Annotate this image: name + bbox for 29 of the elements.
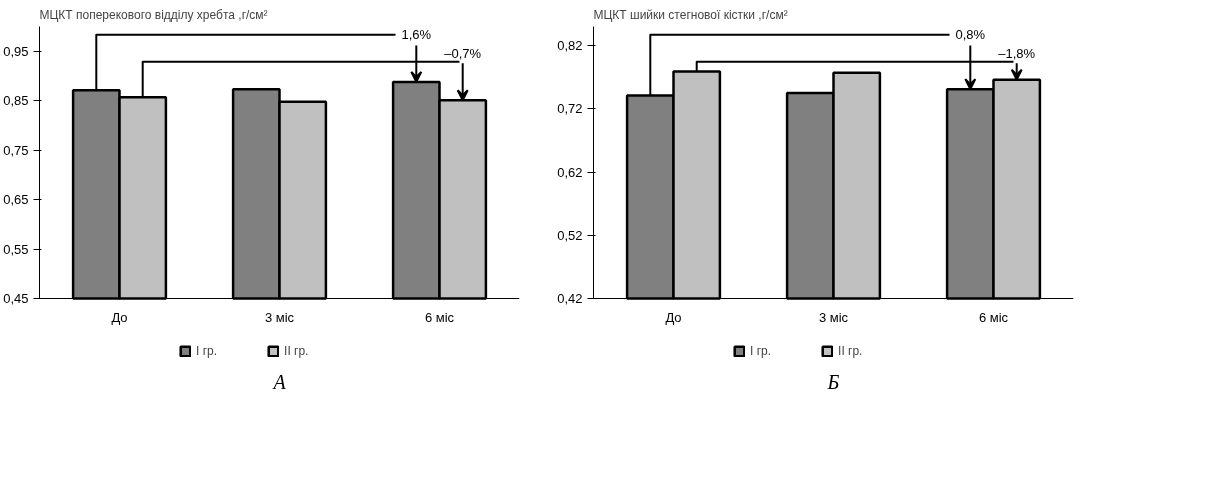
y-tick-label: 0,42 [557,291,583,307]
x-tick-label: 3 міс [818,309,849,325]
y-tick-label: 0,65 [3,192,29,208]
y-tick-label: 0,72 [557,101,583,117]
y-tick-label: 0,85 [3,93,29,109]
annotation: 1,6% [401,27,432,43]
text: А [271,370,287,393]
y-tick-label: 0,82 [557,37,583,53]
legend-label: II гр. [284,344,309,358]
y-tick-label: 0,55 [3,241,29,257]
annotation: –0,7% [444,46,482,62]
x-tick-label: 3 міс [264,309,295,325]
annotation: –1,8% [998,46,1036,62]
legend-label: I гр. [750,344,772,358]
y-tick-label: 0,95 [3,43,29,59]
x-tick-label: 6 міс [424,309,455,325]
chart-title: МЦКТ шийки стегнової кістки ,г/см² [593,7,788,22]
y-tick-label: 0,75 [3,142,29,158]
chart-title: МЦКТ поперекового відділу хребта ,г/см² [39,7,268,22]
x-tick-label: До [665,309,682,325]
legend-label: II гр. [838,344,863,358]
y-tick-label: 0,45 [3,291,29,307]
x-tick-label: До [111,309,128,325]
x-tick-label: 6 міс [978,309,1009,325]
annotation: 0,8% [955,27,986,43]
text: Б [826,370,840,393]
y-tick-label: 0,52 [557,227,583,243]
legend-label: I гр. [196,344,218,358]
y-tick-label: 0,62 [557,164,583,180]
